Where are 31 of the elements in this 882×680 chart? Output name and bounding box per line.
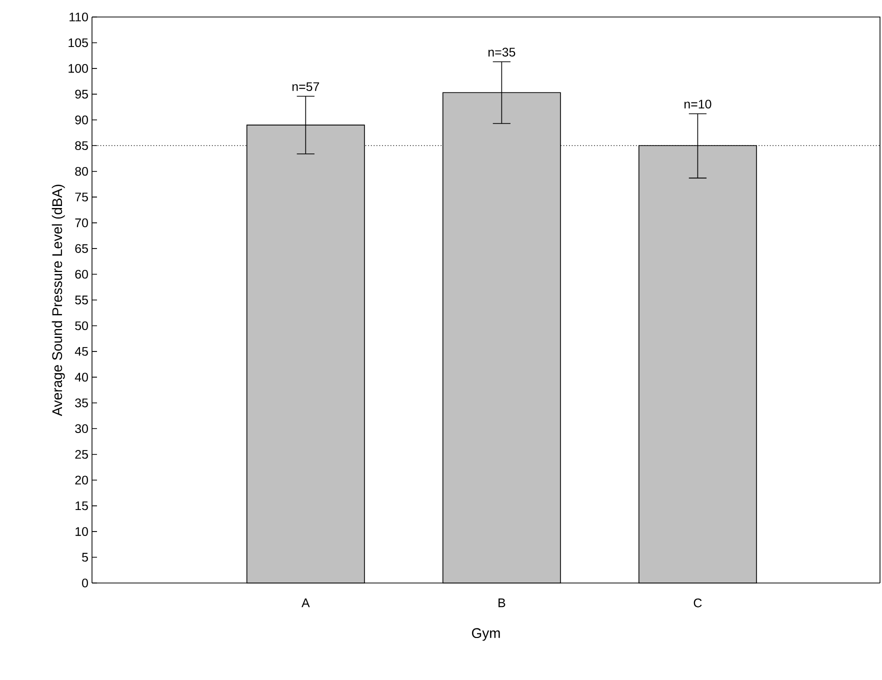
y-tick-label: 55 xyxy=(75,296,88,304)
y-tick-label: 90 xyxy=(75,116,88,124)
y-tick-label: 20 xyxy=(75,476,88,485)
y-tick-label: 110 xyxy=(70,12,88,22)
x-axis-title: Gym xyxy=(472,628,500,641)
y-tick-label: 10 xyxy=(76,527,88,536)
y-tick-label: 80 xyxy=(75,166,88,176)
y-tick-label: 60 xyxy=(75,270,88,279)
y-tick-label: 95 xyxy=(75,90,88,99)
y-tick-label: 85 xyxy=(75,141,88,150)
y-tick-label: 100 xyxy=(68,64,88,73)
y-tick-label: 75 xyxy=(75,192,88,202)
x-tick-label: A xyxy=(302,598,310,608)
y-tick-label: 50 xyxy=(75,321,88,330)
y-tick-label: 15 xyxy=(76,501,88,510)
annotation: n=35 xyxy=(488,48,516,57)
y-tick-label: 0 xyxy=(82,578,88,588)
annotation: n=57 xyxy=(292,82,320,92)
y-tick-label: 45 xyxy=(74,347,88,356)
annotation: n=10 xyxy=(684,100,712,109)
y-tick-label: 25 xyxy=(75,450,88,459)
y-axis-title: Average Sound Pressure Level (dBA) xyxy=(52,184,65,416)
y-tick-label: 105 xyxy=(68,38,88,48)
y-tick-label: 40 xyxy=(74,372,88,382)
y-tick-label: 35 xyxy=(75,398,88,408)
y-tick-label: 30 xyxy=(75,424,88,434)
y-tick-label: 65 xyxy=(75,244,88,253)
x-tick-label: C xyxy=(694,598,702,608)
x-tick-label: B xyxy=(498,598,506,608)
y-tick-label: 5 xyxy=(82,552,88,562)
y-tick-label: 70 xyxy=(75,218,88,228)
